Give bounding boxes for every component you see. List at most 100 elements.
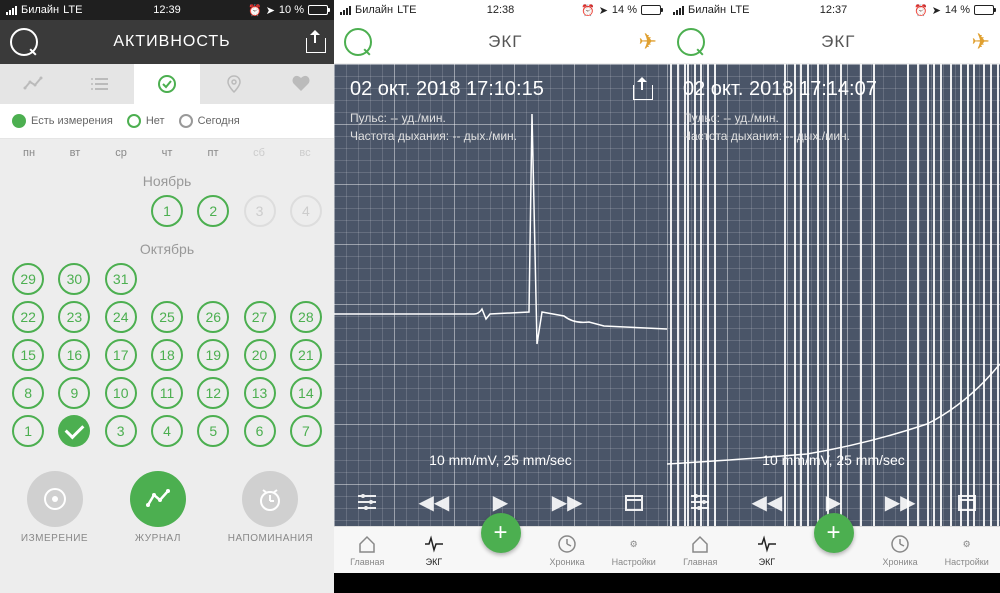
body-position-icon[interactable]: ✈ [639, 29, 657, 55]
cal-day[interactable]: 1 [151, 195, 183, 227]
cal-day[interactable]: 9 [58, 377, 90, 409]
clock: 12:37 [820, 4, 848, 16]
network-label: LTE [63, 4, 82, 16]
forward-icon[interactable]: ▶▶ [886, 488, 914, 516]
resp-label: Частота дыхания: -- дых./мин. [683, 127, 984, 145]
tab-home[interactable]: Главная [334, 527, 401, 573]
cal-day[interactable]: 12 [197, 377, 229, 409]
playback-controls: ◀◀ ▶ ▶▶ [334, 488, 667, 516]
page-title: АКТИВНОСТЬ [113, 33, 230, 51]
clock: 12:38 [487, 4, 515, 16]
tab-ecg[interactable]: ЭКГ [401, 527, 468, 573]
pulse-label: Пульс: -- уд./мин. [350, 109, 651, 127]
cal-day[interactable]: 10 [105, 377, 137, 409]
tab-settings[interactable]: ⚙Настройки [600, 527, 667, 573]
signal-icon [673, 6, 684, 15]
tab-chronicle[interactable]: Хроника [534, 527, 601, 573]
cal-day[interactable]: 7 [290, 415, 322, 447]
cal-day[interactable] [58, 415, 90, 447]
ecg-chart[interactable]: 02 окт. 2018 17:10:15 Пульс: -- уд./мин.… [334, 64, 667, 526]
cal-day[interactable]: 3 [244, 195, 276, 227]
tab-settings[interactable]: ⚙Настройки [933, 527, 1000, 573]
nav-bar: АКТИВНОСТЬ [0, 20, 334, 64]
cal-day[interactable]: 2 [197, 195, 229, 227]
action-measure[interactable]: ИЗМЕРЕНИЕ [21, 471, 88, 544]
rewind-icon[interactable]: ◀◀ [753, 488, 781, 516]
tab-calendar[interactable] [134, 64, 201, 104]
cal-day[interactable]: 18 [151, 339, 183, 371]
app-logo-icon[interactable] [677, 28, 705, 56]
ecg-screen-1: Билайн LTE 12:38 ⏰ ➤ 14 % ЭКГ ✈ 02 окт. … [334, 0, 667, 593]
cal-day[interactable]: 29 [12, 263, 44, 295]
tab-chart[interactable] [0, 64, 67, 104]
share-icon[interactable] [633, 78, 651, 100]
action-reminder[interactable]: НАПОМИНАНИЯ [228, 471, 313, 544]
settings-sliders-icon[interactable] [353, 488, 381, 516]
cal-day[interactable]: 23 [58, 301, 90, 333]
cal-day[interactable]: 1 [12, 415, 44, 447]
cal-day[interactable]: 4 [290, 195, 322, 227]
cal-day[interactable]: 27 [244, 301, 276, 333]
cal-day[interactable]: 14 [290, 377, 322, 409]
network-label: LTE [730, 4, 749, 16]
weekday-header: пнвтсрчтптсбвс [0, 139, 334, 167]
forward-icon[interactable]: ▶▶ [553, 488, 581, 516]
cal-day[interactable]: 4 [151, 415, 183, 447]
timestamp: 02 окт. 2018 17:10:15 [350, 78, 651, 101]
rewind-icon[interactable]: ◀◀ [420, 488, 448, 516]
play-icon[interactable]: ▶ [486, 488, 514, 516]
cal-day[interactable]: 13 [244, 377, 276, 409]
cal-day[interactable]: 26 [197, 301, 229, 333]
tab-list[interactable] [67, 64, 134, 104]
cal-day[interactable]: 30 [58, 263, 90, 295]
cal-day[interactable]: 20 [244, 339, 276, 371]
share-icon[interactable] [306, 31, 324, 53]
cal-day[interactable]: 25 [151, 301, 183, 333]
legend-today: Сегодня [179, 114, 240, 128]
location-icon: ➤ [599, 4, 608, 17]
battery-icon [641, 5, 661, 15]
calendar-icon[interactable] [953, 488, 981, 516]
cal-day[interactable]: 5 [197, 415, 229, 447]
add-button[interactable]: + [481, 513, 521, 553]
legend-has-meas: Есть измерения [12, 114, 113, 128]
calendar-oct: 2930312223242526272815161718192021891011… [0, 263, 334, 455]
cal-day[interactable]: 8 [12, 377, 44, 409]
play-icon[interactable]: ▶ [819, 488, 847, 516]
ecg-chart[interactable]: 02 окт. 2018 17:14:07 Пульс: -- уд./мин.… [667, 64, 1000, 526]
tab-bar: Главная ЭКГ Хроника ⚙Настройки + [334, 526, 667, 573]
cal-day[interactable]: 17 [105, 339, 137, 371]
app-logo-icon[interactable] [344, 28, 372, 56]
action-journal[interactable]: ЖУРНАЛ [130, 471, 186, 544]
playback-controls: ◀◀ ▶ ▶▶ [667, 488, 1000, 516]
cal-day[interactable]: 22 [12, 301, 44, 333]
cal-day[interactable]: 31 [105, 263, 137, 295]
app-logo-icon[interactable] [10, 28, 38, 56]
cal-day[interactable]: 24 [105, 301, 137, 333]
cal-day[interactable]: 16 [58, 339, 90, 371]
tab-home[interactable]: Главная [667, 527, 734, 573]
tab-chronicle[interactable]: Хроника [867, 527, 934, 573]
tab-favorites[interactable] [267, 64, 334, 104]
cal-day[interactable]: 15 [12, 339, 44, 371]
status-bar: Билайн LTE 12:37 ⏰ ➤ 14 % [667, 0, 1000, 20]
battery-icon [974, 5, 994, 15]
cal-day[interactable]: 6 [244, 415, 276, 447]
legend-none: Нет [127, 114, 165, 128]
cal-day[interactable]: 21 [290, 339, 322, 371]
cal-day[interactable]: 28 [290, 301, 322, 333]
nav-bar: ЭКГ ✈ [667, 20, 1000, 64]
battery-icon [308, 5, 328, 15]
cal-day[interactable]: 3 [105, 415, 137, 447]
calendar-nov: 1 2 3 4 [0, 195, 334, 235]
cal-day[interactable]: 11 [151, 377, 183, 409]
body-position-icon[interactable]: ✈ [972, 29, 990, 55]
tab-ecg[interactable]: ЭКГ [734, 527, 801, 573]
settings-sliders-icon[interactable] [686, 488, 714, 516]
signal-icon [6, 6, 17, 15]
tab-location[interactable] [200, 64, 267, 104]
add-button[interactable]: + [814, 513, 854, 553]
cal-day[interactable]: 19 [197, 339, 229, 371]
calendar-icon[interactable] [620, 488, 648, 516]
month-label-nov: Ноябрь [0, 173, 334, 189]
